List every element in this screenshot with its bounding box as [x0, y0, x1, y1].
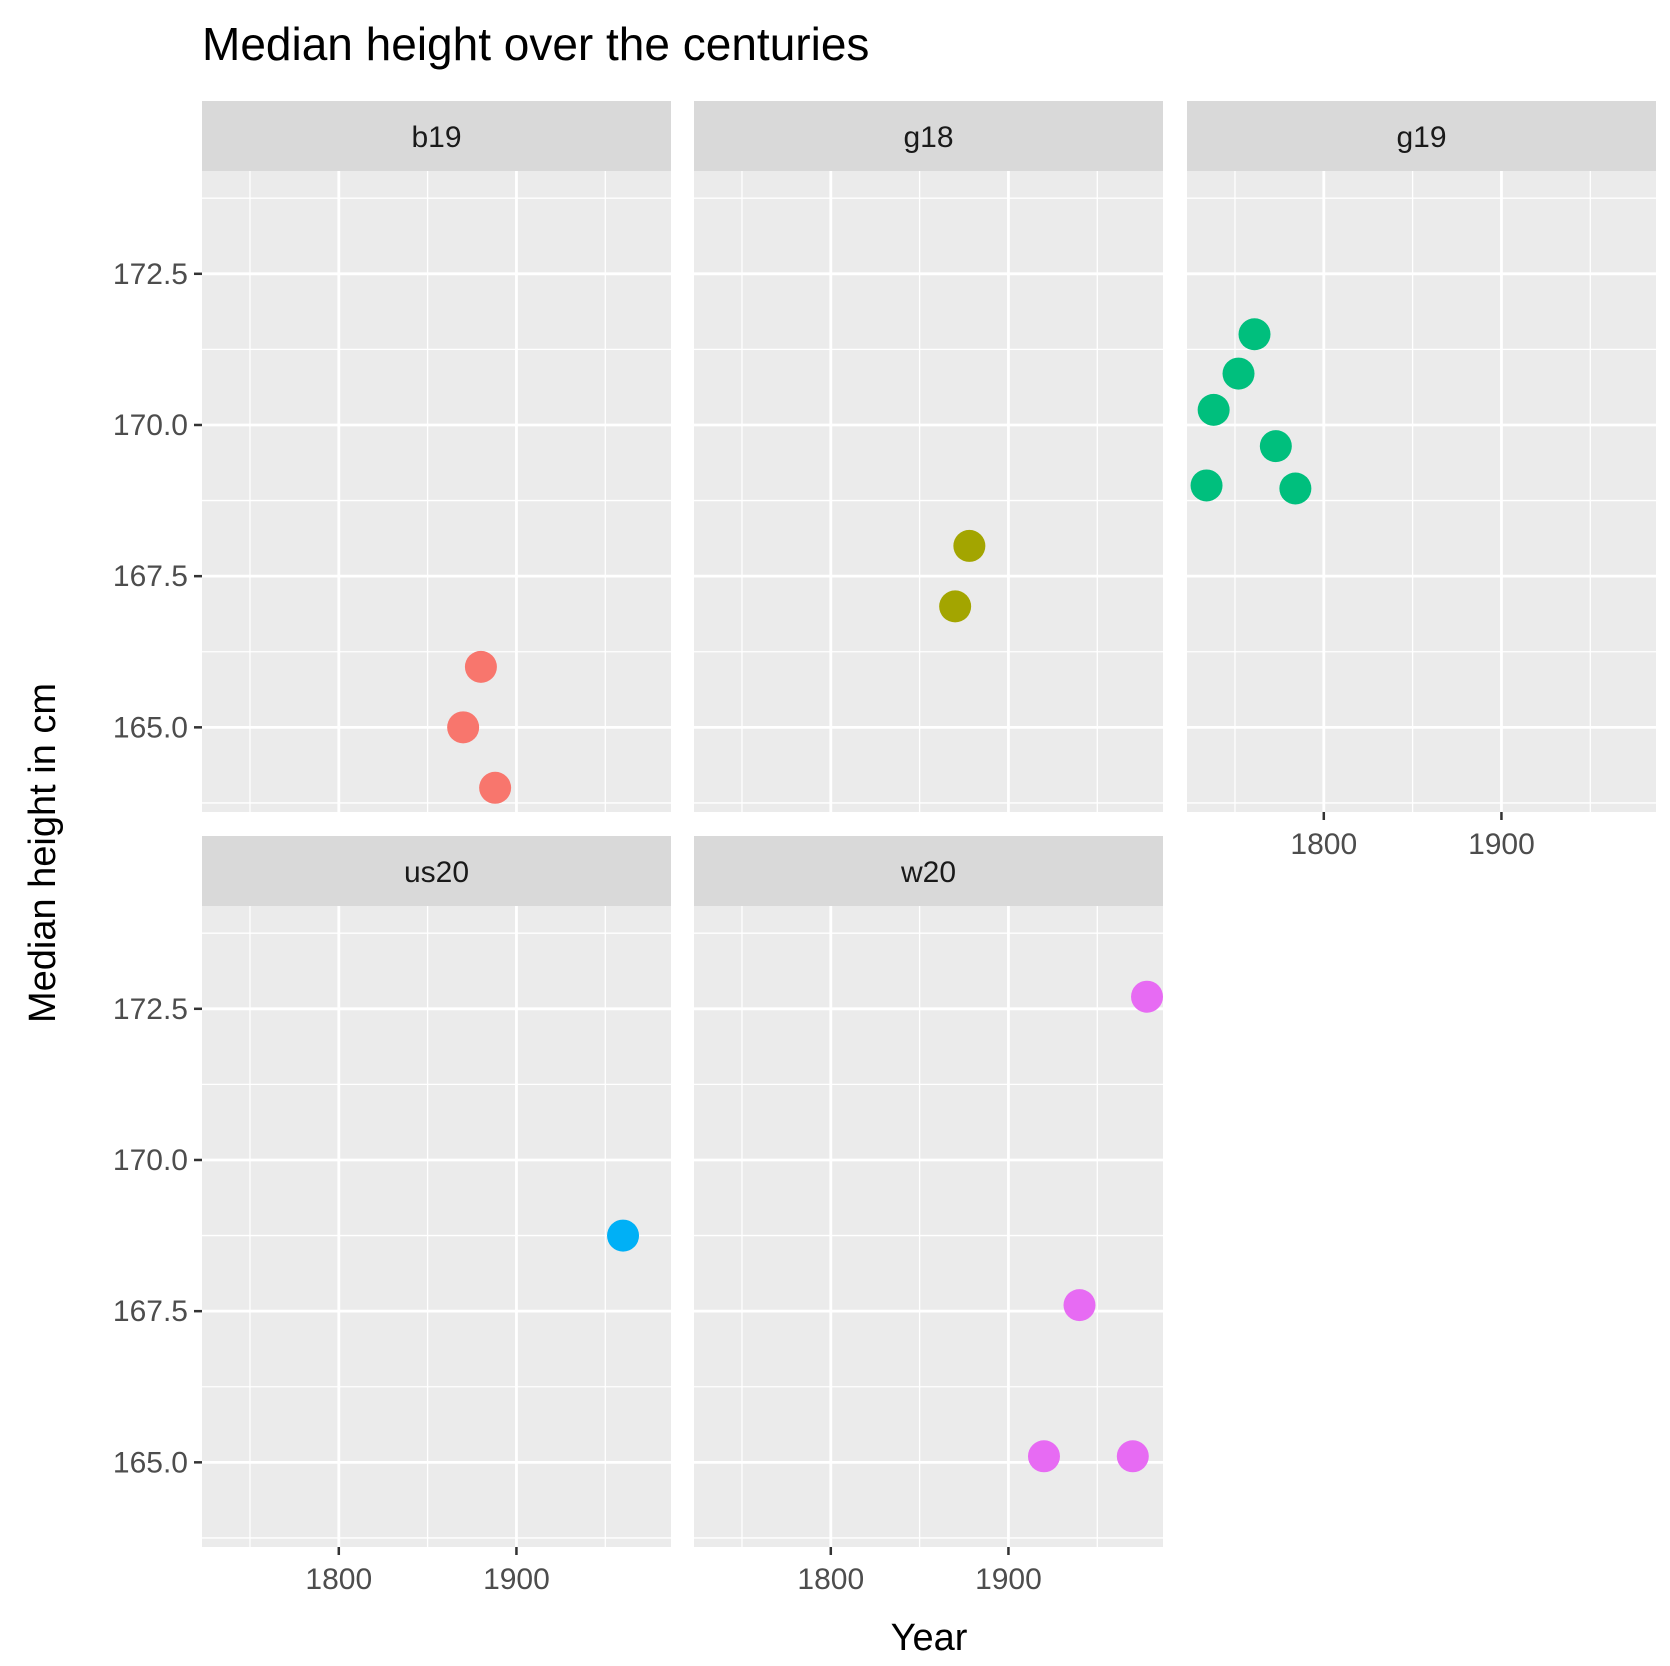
data-point	[479, 771, 512, 804]
y-tick-label: 165.0	[113, 1446, 188, 1479]
data-point	[1259, 430, 1292, 463]
x-tick-label: 1800	[1290, 828, 1357, 861]
facet-panel-g18: g18	[694, 101, 1163, 812]
data-point	[1116, 1440, 1149, 1473]
data-point	[1027, 1440, 1060, 1473]
facet-strip	[202, 101, 671, 171]
panel-background	[202, 171, 671, 812]
y-tick-label: 172.5	[113, 258, 188, 291]
data-point	[1063, 1289, 1096, 1322]
y-axis-title: Median height in cm	[22, 683, 64, 1023]
facet-panel-us20: us20 165.0 167.5 170.0 172.5 1800 1900	[113, 836, 671, 1596]
data-point	[1197, 393, 1230, 426]
facet-strip	[1187, 101, 1656, 171]
y-tick-label: 170.0	[113, 409, 188, 442]
data-point	[1131, 980, 1164, 1013]
facet-strip-label: b19	[411, 121, 461, 154]
facet-panel-w20: w20 1800 1900	[694, 836, 1164, 1596]
data-point	[953, 529, 986, 562]
y-tick-label: 167.5	[113, 560, 188, 593]
x-tick-label: 1900	[483, 1563, 550, 1596]
facet-strip	[694, 836, 1163, 906]
y-tick-label: 167.5	[113, 1295, 188, 1328]
facet-strip	[694, 101, 1163, 171]
facet-panel-g19: g19 1800 1900	[1187, 101, 1656, 861]
chart-title: Median height over the centuries	[202, 18, 869, 70]
facet-panel-b19: b19 165.0 167.5 170.0 172.5	[113, 101, 671, 812]
data-point	[1238, 318, 1271, 351]
x-axis-title: Year	[891, 1617, 968, 1659]
panel-background	[694, 171, 1163, 812]
x-tick-label: 1900	[1468, 828, 1535, 861]
data-point	[1279, 472, 1312, 505]
facet-strip-label: g18	[903, 121, 953, 154]
data-point	[447, 711, 480, 744]
facet-strip-label: w20	[900, 856, 956, 889]
facet-strip-label: us20	[404, 856, 469, 889]
y-tick-label: 172.5	[113, 993, 188, 1026]
y-tick-label: 165.0	[113, 711, 188, 744]
data-point	[464, 650, 497, 683]
x-tick-label: 1800	[305, 1563, 372, 1596]
panel-background	[694, 906, 1163, 1547]
facet-strip-label: g19	[1396, 121, 1446, 154]
data-point	[939, 590, 972, 623]
x-tick-label: 1900	[975, 1563, 1042, 1596]
x-tick-label: 1800	[797, 1563, 864, 1596]
facet-strip	[202, 836, 671, 906]
data-point	[1190, 469, 1223, 502]
data-point	[607, 1219, 640, 1252]
data-point	[1222, 357, 1255, 390]
y-tick-label: 170.0	[113, 1144, 188, 1177]
panel-background	[202, 906, 671, 1547]
panel-background	[1187, 171, 1656, 812]
